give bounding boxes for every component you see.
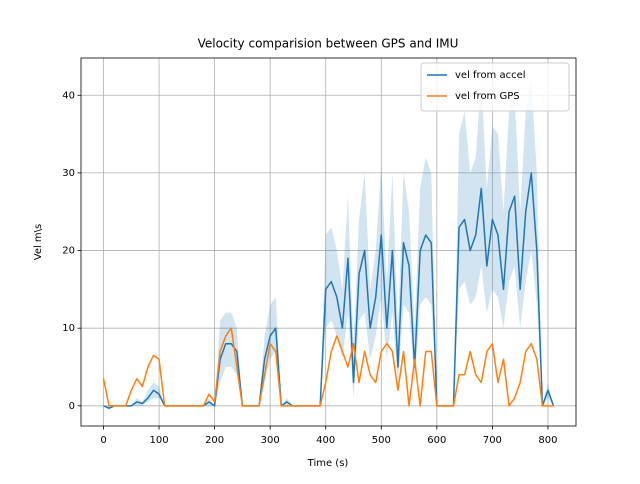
x-tick-label: 300 <box>261 435 280 446</box>
legend-label: vel from accel <box>455 70 526 81</box>
x-tick-label: 0 <box>100 435 106 446</box>
axes-frame <box>80 57 577 427</box>
y-tick-label: 30 <box>62 168 75 179</box>
plot-area <box>81 58 576 426</box>
x-tick-label: 800 <box>538 435 557 446</box>
y-tick-label: 20 <box>62 246 75 257</box>
y-tick-label: 10 <box>62 323 75 334</box>
data-line <box>102 327 554 407</box>
x-tick-label: 700 <box>483 435 502 446</box>
y-tick-label: 0 <box>69 401 75 412</box>
chart-title: Velocity comparision between GPS and IMU <box>198 37 459 51</box>
legend-label: vel from GPS <box>455 91 520 102</box>
x-tick-label: 200 <box>205 435 224 446</box>
confidence-band <box>103 79 554 410</box>
legend: vel from accel vel from GPS <box>420 62 570 112</box>
legend-box <box>420 62 570 112</box>
x-tick-label: 400 <box>316 435 335 446</box>
x-axis-label: Time (s) <box>307 458 349 469</box>
x-tick-label: 100 <box>150 435 169 446</box>
x-tick-label: 600 <box>427 435 446 446</box>
y-axis-label: Vel m\s <box>33 224 44 261</box>
y-tick-label: 40 <box>62 90 75 101</box>
x-tick-label: 500 <box>372 435 391 446</box>
